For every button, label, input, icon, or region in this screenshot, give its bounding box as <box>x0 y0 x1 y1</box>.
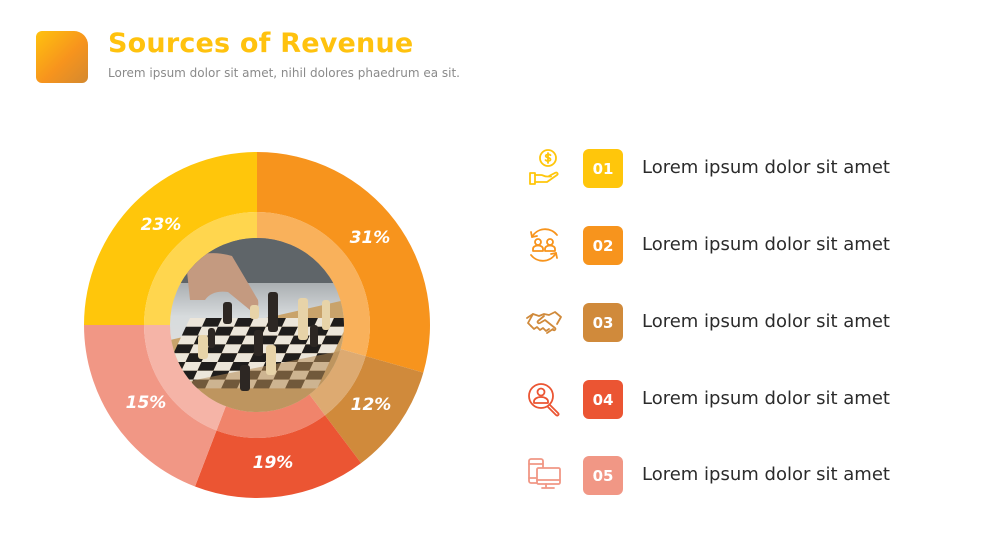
donut-inner-segment-5 <box>144 212 257 325</box>
badge-04: 04 <box>583 380 623 419</box>
list-item-2: 02 Lorem ipsum dolor sit amet <box>520 225 960 269</box>
chess-photo <box>170 238 344 412</box>
devices-icon <box>528 458 561 489</box>
item-label: Lorem ipsum dolor sit amet <box>642 464 890 485</box>
donut-inner-segment-4 <box>144 325 227 431</box>
badge-03: 03 <box>583 303 623 342</box>
list-item-4: 04 Lorem ipsum dolor sit amet <box>520 379 960 423</box>
handshake-icon <box>526 311 562 334</box>
donut-segment-5 <box>84 152 257 325</box>
list-item-3: 03 Lorem ipsum dolor sit amet <box>520 302 960 346</box>
segment-label-1: 31% <box>349 228 391 248</box>
donut-segment-1 <box>257 152 430 373</box>
donut-inner-segment-3 <box>216 393 326 438</box>
donut-inner-segment-2 <box>308 348 366 416</box>
item-label: Lorem ipsum dolor sit amet <box>642 157 890 178</box>
donut-segment-4 <box>84 325 217 487</box>
segment-label-3: 19% <box>252 453 294 473</box>
item-label: Lorem ipsum dolor sit amet <box>642 311 890 332</box>
logo-square <box>36 31 88 83</box>
list-item-5: 05 Lorem ipsum dolor sit amet <box>520 455 960 499</box>
money-hand-icon <box>529 149 559 185</box>
user-search-icon <box>528 383 560 417</box>
donut-segments <box>84 152 430 498</box>
item-label: Lorem ipsum dolor sit amet <box>642 388 890 409</box>
donut-chart-svg <box>84 152 430 498</box>
segment-label-4: 15% <box>125 393 167 413</box>
badge-01: 01 <box>583 149 623 188</box>
segment-label-2: 12% <box>350 395 392 415</box>
badge-05: 05 <box>583 456 623 495</box>
segment-label-5: 23% <box>140 215 182 235</box>
page-subtitle: Lorem ipsum dolor sit amet, nihil dolore… <box>108 66 460 80</box>
people-exchange-icon <box>530 228 558 262</box>
item-label: Lorem ipsum dolor sit amet <box>642 234 890 255</box>
donut-segment-3 <box>195 415 362 498</box>
badge-02: 02 <box>583 226 623 265</box>
donut-inner-segment-1 <box>257 212 371 357</box>
list-item-1: 01 Lorem ipsum dolor sit amet <box>520 148 960 192</box>
revenue-donut-chart: 31% 12% 19% 15% 23% <box>84 152 430 498</box>
page-title: Sources of Revenue <box>108 28 414 59</box>
donut-segment-2 <box>325 356 424 464</box>
